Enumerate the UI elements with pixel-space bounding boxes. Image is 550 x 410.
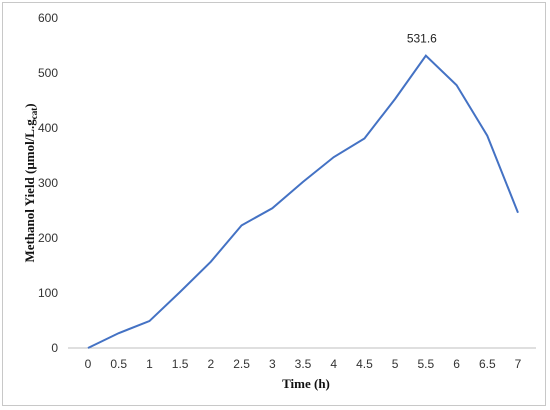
y-tick-label: 500: [38, 66, 58, 80]
x-axis-title: Time (h): [282, 376, 330, 391]
x-tick-label: 3.5: [295, 357, 312, 371]
x-tick-label: 4: [330, 357, 337, 371]
x-tick-label: 1.5: [172, 357, 189, 371]
y-tick-label: 0: [51, 341, 58, 355]
x-tick-label: 2: [208, 357, 215, 371]
x-tick-label: 0: [85, 357, 92, 371]
data-label: 531.6: [407, 32, 437, 46]
y-axis-title-subscript: cat: [29, 108, 39, 120]
y-tick-labels: 0 100 200 300 400 500 600: [38, 11, 58, 355]
y-axis-title-close: ): [22, 103, 37, 107]
y-tick-label: 300: [38, 176, 58, 190]
y-tick-label: 400: [38, 121, 58, 135]
x-tick-label: 6: [453, 357, 460, 371]
data-annotations: 531.6: [407, 32, 437, 46]
y-tick-label: 600: [38, 11, 58, 25]
y-tick-label: 100: [38, 286, 58, 300]
y-axis-title: Methanol Yield (μmol/L.gcat): [22, 103, 39, 262]
chart-frame: [2, 2, 546, 406]
x-tick-label: 4.5: [356, 357, 373, 371]
x-tick-label: 5: [392, 357, 399, 371]
series-points: [87, 54, 520, 349]
x-tick-label: 2.5: [233, 357, 250, 371]
x-tick-label: 0.5: [110, 357, 127, 371]
x-tick-label: 5.5: [418, 357, 435, 371]
y-axis-title-main: Methanol Yield (μmol/L.g: [22, 119, 37, 263]
methanol-yield-line: [87, 54, 519, 349]
x-tick-labels: 0 0.5 1 1.5 2 2.5 3 3.5 4 4.5 5 5.5 6 6.5 7: [85, 357, 522, 371]
x-tick-label: 7: [515, 357, 522, 371]
x-tick-label: 1: [146, 357, 153, 371]
y-tick-label: 200: [38, 231, 58, 245]
x-tick-label: 6.5: [479, 357, 496, 371]
x-tick-label: 3: [269, 357, 276, 371]
